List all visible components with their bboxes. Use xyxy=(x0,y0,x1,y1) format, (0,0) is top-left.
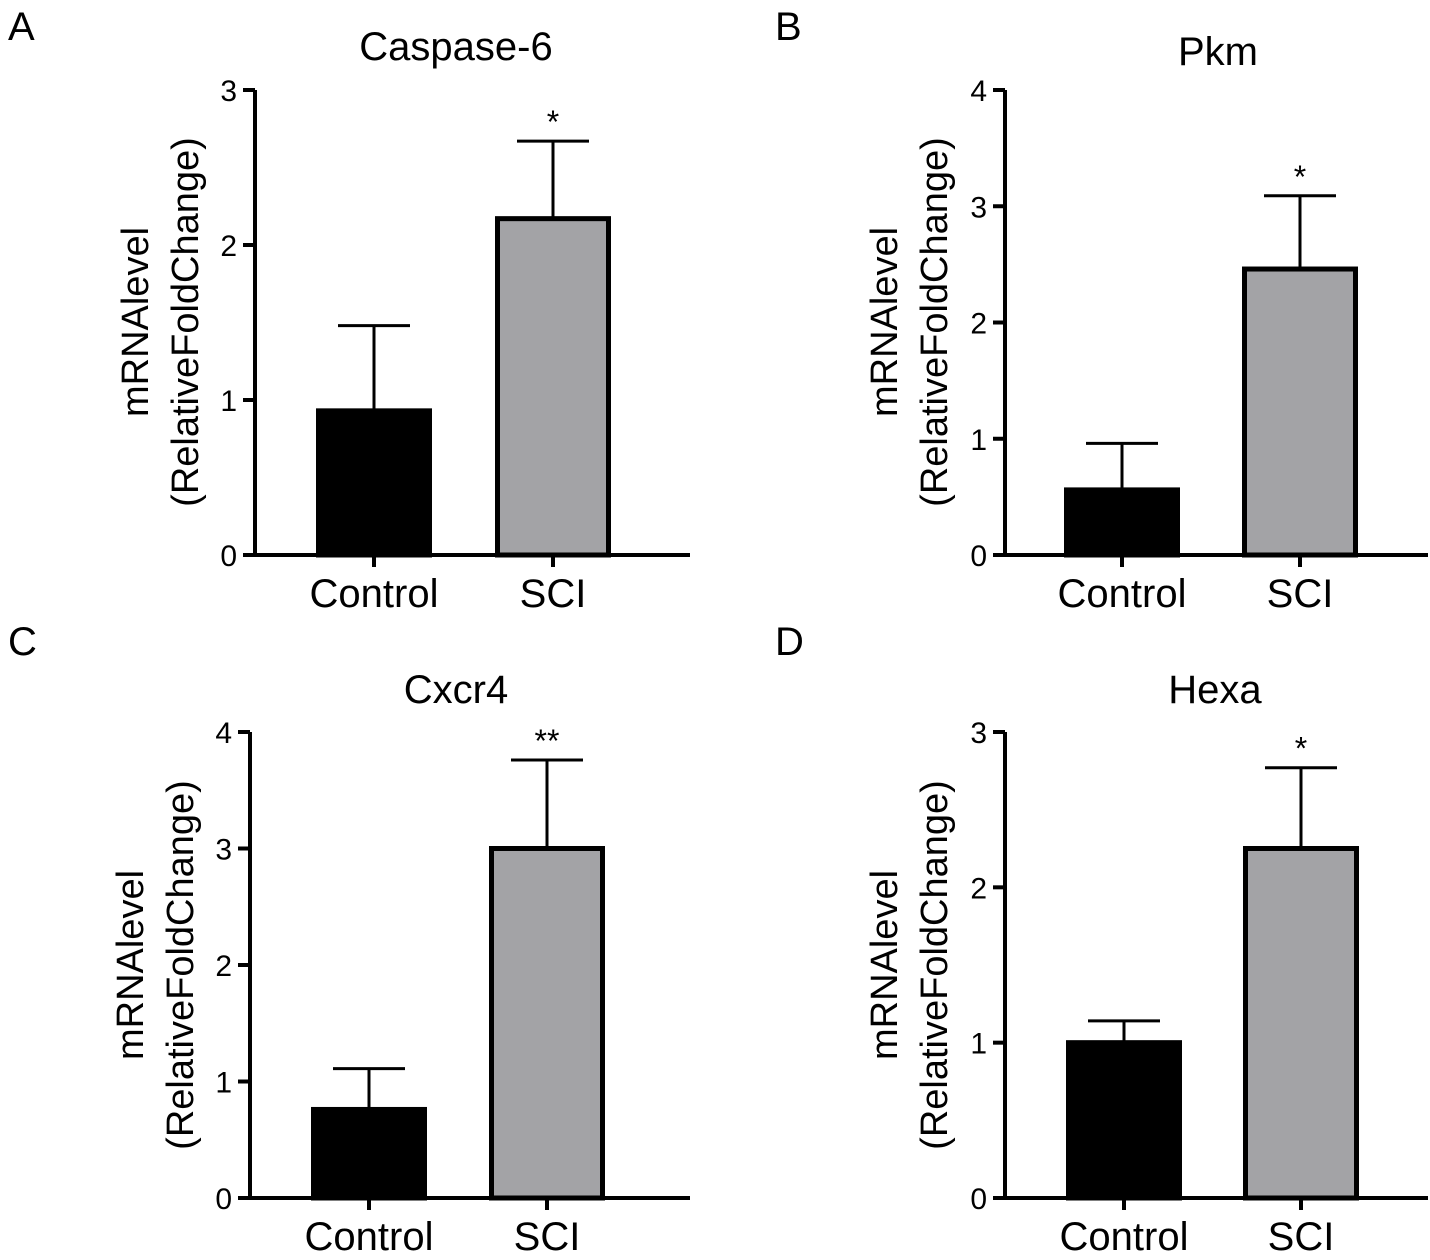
chart-panel-c: C Cxcr4 mRNAlevel (RelativeFoldChange) 0 1 2 3 4… xyxy=(8,620,690,1259)
x-tick-label: Control xyxy=(305,1215,434,1259)
y-tick-label: 1 xyxy=(220,385,237,418)
chart-title: Pkm xyxy=(1178,30,1258,74)
y-tick-label: 2 xyxy=(970,872,987,905)
y-tick-label: 0 xyxy=(215,1183,232,1216)
chart-title: Cxcr4 xyxy=(404,668,508,712)
bar-control xyxy=(1064,487,1180,558)
y-tick-label: 0 xyxy=(970,540,987,573)
bar-control xyxy=(316,408,432,558)
bar-control xyxy=(1066,1040,1182,1201)
y-axis-label-line2: (RelativeFoldChange) xyxy=(914,137,956,507)
y-tick-label: 1 xyxy=(970,1028,987,1061)
y-axis-label-line1: mRNAlevel xyxy=(864,870,906,1060)
bar-control xyxy=(311,1106,427,1201)
y-tick-label: 3 xyxy=(970,717,987,750)
significance-marker: * xyxy=(1294,159,1306,195)
x-tick-label: SCI xyxy=(1267,572,1334,616)
x-tick-label: SCI xyxy=(520,572,587,616)
bar-sci xyxy=(489,846,605,1201)
y-tick-label: 3 xyxy=(220,75,237,108)
x-tick-label: SCI xyxy=(514,1215,581,1259)
panel-letter: D xyxy=(775,620,804,664)
chart-panel-b: B Pkm mRNAlevel (RelativeFoldChange) 0 1 2 3 4 Co… xyxy=(775,5,1428,616)
x-tick-label: Control xyxy=(1058,572,1187,616)
y-tick-label: 4 xyxy=(215,717,232,750)
y-tick-label: 0 xyxy=(970,1183,987,1216)
y-axis-label-line2: (RelativeFoldChange) xyxy=(914,780,956,1150)
y-axis-label-line1: mRNAlevel xyxy=(864,227,906,417)
x-tick-label: Control xyxy=(1060,1215,1189,1259)
panel-letter: B xyxy=(775,5,802,49)
y-tick-label: 1 xyxy=(215,1067,232,1100)
bar-sci xyxy=(1242,266,1358,558)
y-tick-label: 3 xyxy=(215,834,232,867)
bar-sci xyxy=(1243,846,1359,1201)
significance-marker: * xyxy=(1295,731,1307,767)
y-tick-label: 2 xyxy=(970,308,987,341)
significance-marker: * xyxy=(547,104,559,140)
x-tick-label: Control xyxy=(310,572,439,616)
chart-title: Caspase-6 xyxy=(359,25,552,69)
y-tick-label: 4 xyxy=(970,75,987,108)
y-axis-label-line2: (RelativeFoldChange) xyxy=(160,780,202,1150)
y-tick-label: 2 xyxy=(220,230,237,263)
panel-letter: A xyxy=(8,5,35,49)
panel-letter: C xyxy=(8,620,37,664)
y-tick-label: 2 xyxy=(215,950,232,983)
significance-marker: ** xyxy=(535,723,560,759)
y-tick-label: 1 xyxy=(970,424,987,457)
y-tick-label: 3 xyxy=(970,191,987,224)
chart-panel-d: D Hexa mRNAlevel (RelativeFoldChange) 0 1 2 3 Co… xyxy=(775,620,1428,1259)
y-axis-label-line1: mRNAlevel xyxy=(115,227,157,417)
x-tick-label: SCI xyxy=(1268,1215,1335,1259)
y-axis-label-line1: mRNAlevel xyxy=(110,870,152,1060)
y-axis-label-line2: (RelativeFoldChange) xyxy=(165,137,207,507)
chart-panel-a: A Caspase-6 mRNAlevel (RelativeFoldChange) 0… xyxy=(8,5,690,616)
y-tick-label: 0 xyxy=(220,540,237,573)
chart-title: Hexa xyxy=(1168,668,1262,712)
bar-sci xyxy=(495,216,611,558)
